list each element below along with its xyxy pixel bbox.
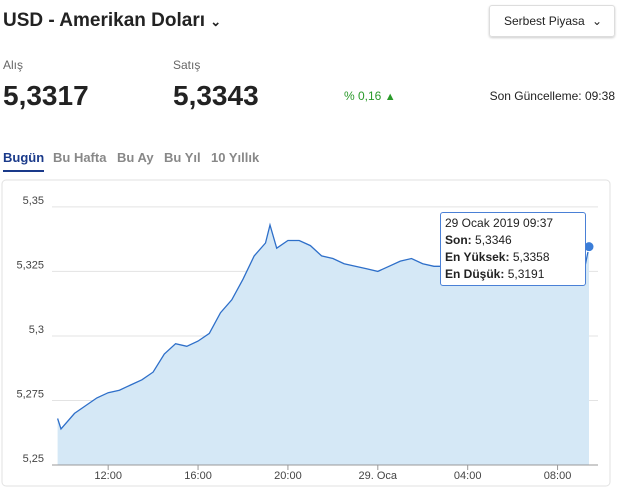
x-tick-label: 29. Oca	[359, 470, 398, 482]
tooltip-label: Son:	[445, 233, 472, 247]
chart-frame	[1, 179, 611, 487]
tab[interactable]: 10 Yıllık	[211, 150, 260, 165]
x-tick-label: 12:00	[94, 470, 122, 482]
market-text: Serbest Piyasa	[504, 14, 585, 28]
tab[interactable]: Bugün	[3, 150, 45, 172]
tab[interactable]: Bu Hafta	[53, 150, 107, 165]
tooltip-label: En Yüksek:	[445, 250, 510, 264]
tooltip-date: 29 Ocak 2019 09:37	[445, 216, 554, 230]
buy-value: 5,3317	[3, 80, 89, 111]
tooltip-value: 5,3191	[507, 267, 545, 281]
y-tick-label: 5,325	[16, 259, 44, 271]
sell-value: 5,3343	[173, 80, 259, 111]
x-tick-label: 16:00	[184, 470, 212, 482]
tooltip-value: 5,3358	[512, 250, 550, 264]
tab[interactable]: Bu Ay	[117, 150, 154, 165]
y-tick-label: 5,3	[29, 324, 44, 336]
change: % 0,16 ▲	[344, 89, 396, 103]
tooltip-value: 5,3346	[475, 233, 512, 247]
sell-label: Satış	[173, 58, 201, 72]
title-text: USD - Amerikan Doları	[3, 10, 206, 31]
market-select[interactable]: Serbest Piyasa ⌄	[489, 5, 615, 37]
x-tick-label: 04:00	[454, 470, 482, 482]
x-tick-label: 08:00	[544, 470, 572, 482]
tab[interactable]: Bu Yıl	[164, 150, 201, 165]
y-tick-label: 5,35	[23, 195, 44, 207]
tooltip-label: En Düşük:	[445, 267, 505, 281]
change-text: % 0,16	[344, 89, 382, 103]
y-tick-label: 5,275	[16, 388, 44, 400]
x-tick-label: 20:00	[274, 470, 302, 482]
updated: Son Güncelleme: 09:38	[489, 89, 615, 103]
buy-label: Alış	[3, 58, 24, 72]
tooltip: 29 Ocak 2019 09:37 Son: 5,3346 En Yüksek…	[440, 212, 586, 286]
title[interactable]: USD - Amerikan Doları ⌄	[3, 10, 222, 31]
y-tick-label: 5,25	[23, 453, 44, 465]
